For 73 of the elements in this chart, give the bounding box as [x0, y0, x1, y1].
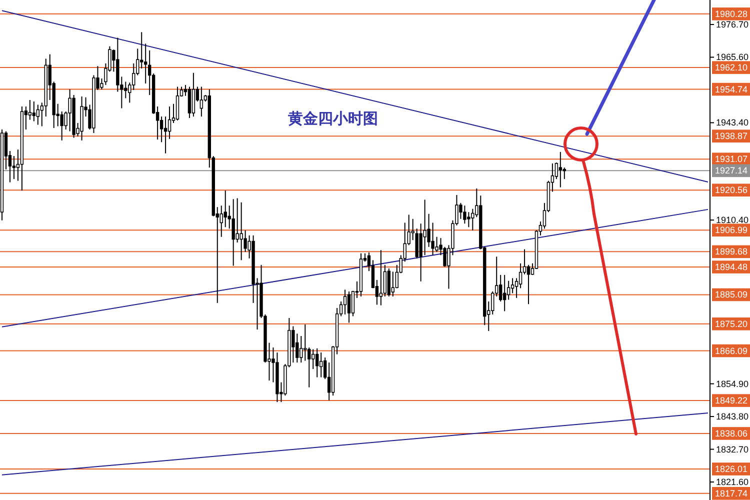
candlestick [300, 335, 303, 364]
candlestick [312, 348, 315, 370]
candlestick [498, 274, 502, 302]
ref-line-label: 1866.09 [715, 346, 748, 356]
candlestick [308, 346, 311, 388]
ref-line-label: 1838.06 [715, 428, 748, 438]
candlestick [32, 100, 36, 122]
ref-line-label: 1962.10 [715, 62, 748, 73]
candlestick [188, 86, 192, 118]
candlestick [36, 104, 40, 126]
candlestick [387, 268, 390, 297]
candlestick [526, 264, 530, 305]
candlestick [176, 86, 180, 121]
candlestick [558, 151, 562, 188]
candlestick [320, 352, 323, 378]
candlestick [379, 250, 383, 306]
candlestick [506, 280, 510, 300]
candlestick [502, 274, 506, 312]
y-tick-label: 1965.60 [716, 52, 749, 62]
candlestick [296, 333, 299, 364]
ref-line-label: 1849.22 [715, 396, 748, 406]
candlestick [304, 324, 307, 362]
ref-line-label: 1894.48 [715, 262, 748, 272]
candlestick [12, 156, 16, 180]
candlestick [236, 198, 239, 243]
ref-line-label: 1920.56 [715, 185, 748, 196]
candlestick [68, 88, 72, 132]
candlestick [28, 100, 32, 120]
ref-line-label: 1826.01 [715, 464, 748, 474]
candlestick [232, 198, 235, 266]
candlestick [351, 290, 355, 317]
candlestick [383, 264, 387, 297]
candlestick [192, 72, 196, 118]
ref-line-label: 1899.68 [715, 246, 748, 257]
y-tick-label: 1943.40 [716, 118, 749, 128]
candlestick [391, 271, 394, 297]
ref-line-label: 1954.74 [715, 84, 748, 94]
candlestick [200, 86, 204, 118]
candlestick [463, 205, 466, 224]
candlestick [144, 43, 148, 84]
candlestick [220, 205, 223, 238]
candlestick [510, 278, 514, 294]
candlestick [124, 81, 128, 99]
y-tick-label: 1821.60 [716, 477, 749, 488]
y-tick-label: 1843.80 [716, 412, 749, 422]
ref-line-label: 1927.14 [715, 166, 748, 176]
ref-line-label: 1980.28 [715, 8, 748, 19]
candlestick [467, 212, 470, 228]
candlestick [240, 202, 243, 261]
candlestick [292, 326, 295, 364]
candlestick [168, 106, 172, 140]
ref-line-label: 1931.07 [715, 154, 748, 164]
ref-line-label: 1885.09 [715, 290, 748, 300]
candlestick [164, 116, 168, 154]
candlestick [343, 289, 347, 315]
ref-line-label: 1906.99 [715, 225, 748, 236]
y-tick-label: 1910.40 [716, 215, 749, 226]
y-tick-label: 1832.70 [716, 444, 749, 454]
y-tick-label: 1854.90 [716, 378, 749, 389]
candlestick [562, 167, 566, 180]
ref-line-label: 1875.20 [715, 318, 748, 329]
ref-line-label: 1938.87 [715, 131, 748, 142]
candlestick [347, 290, 351, 324]
candlestick [160, 116, 164, 143]
y-tick-label: 1976.70 [716, 19, 749, 30]
candlestick [224, 190, 227, 228]
candlestick [554, 162, 558, 180]
candlestick [132, 62, 136, 90]
candlestick [316, 348, 319, 378]
ref-line-label: 1817.74 [715, 488, 748, 498]
candlestick [518, 262, 522, 289]
text: 黄金四小时图 [287, 110, 378, 128]
candlestick [419, 223, 422, 282]
